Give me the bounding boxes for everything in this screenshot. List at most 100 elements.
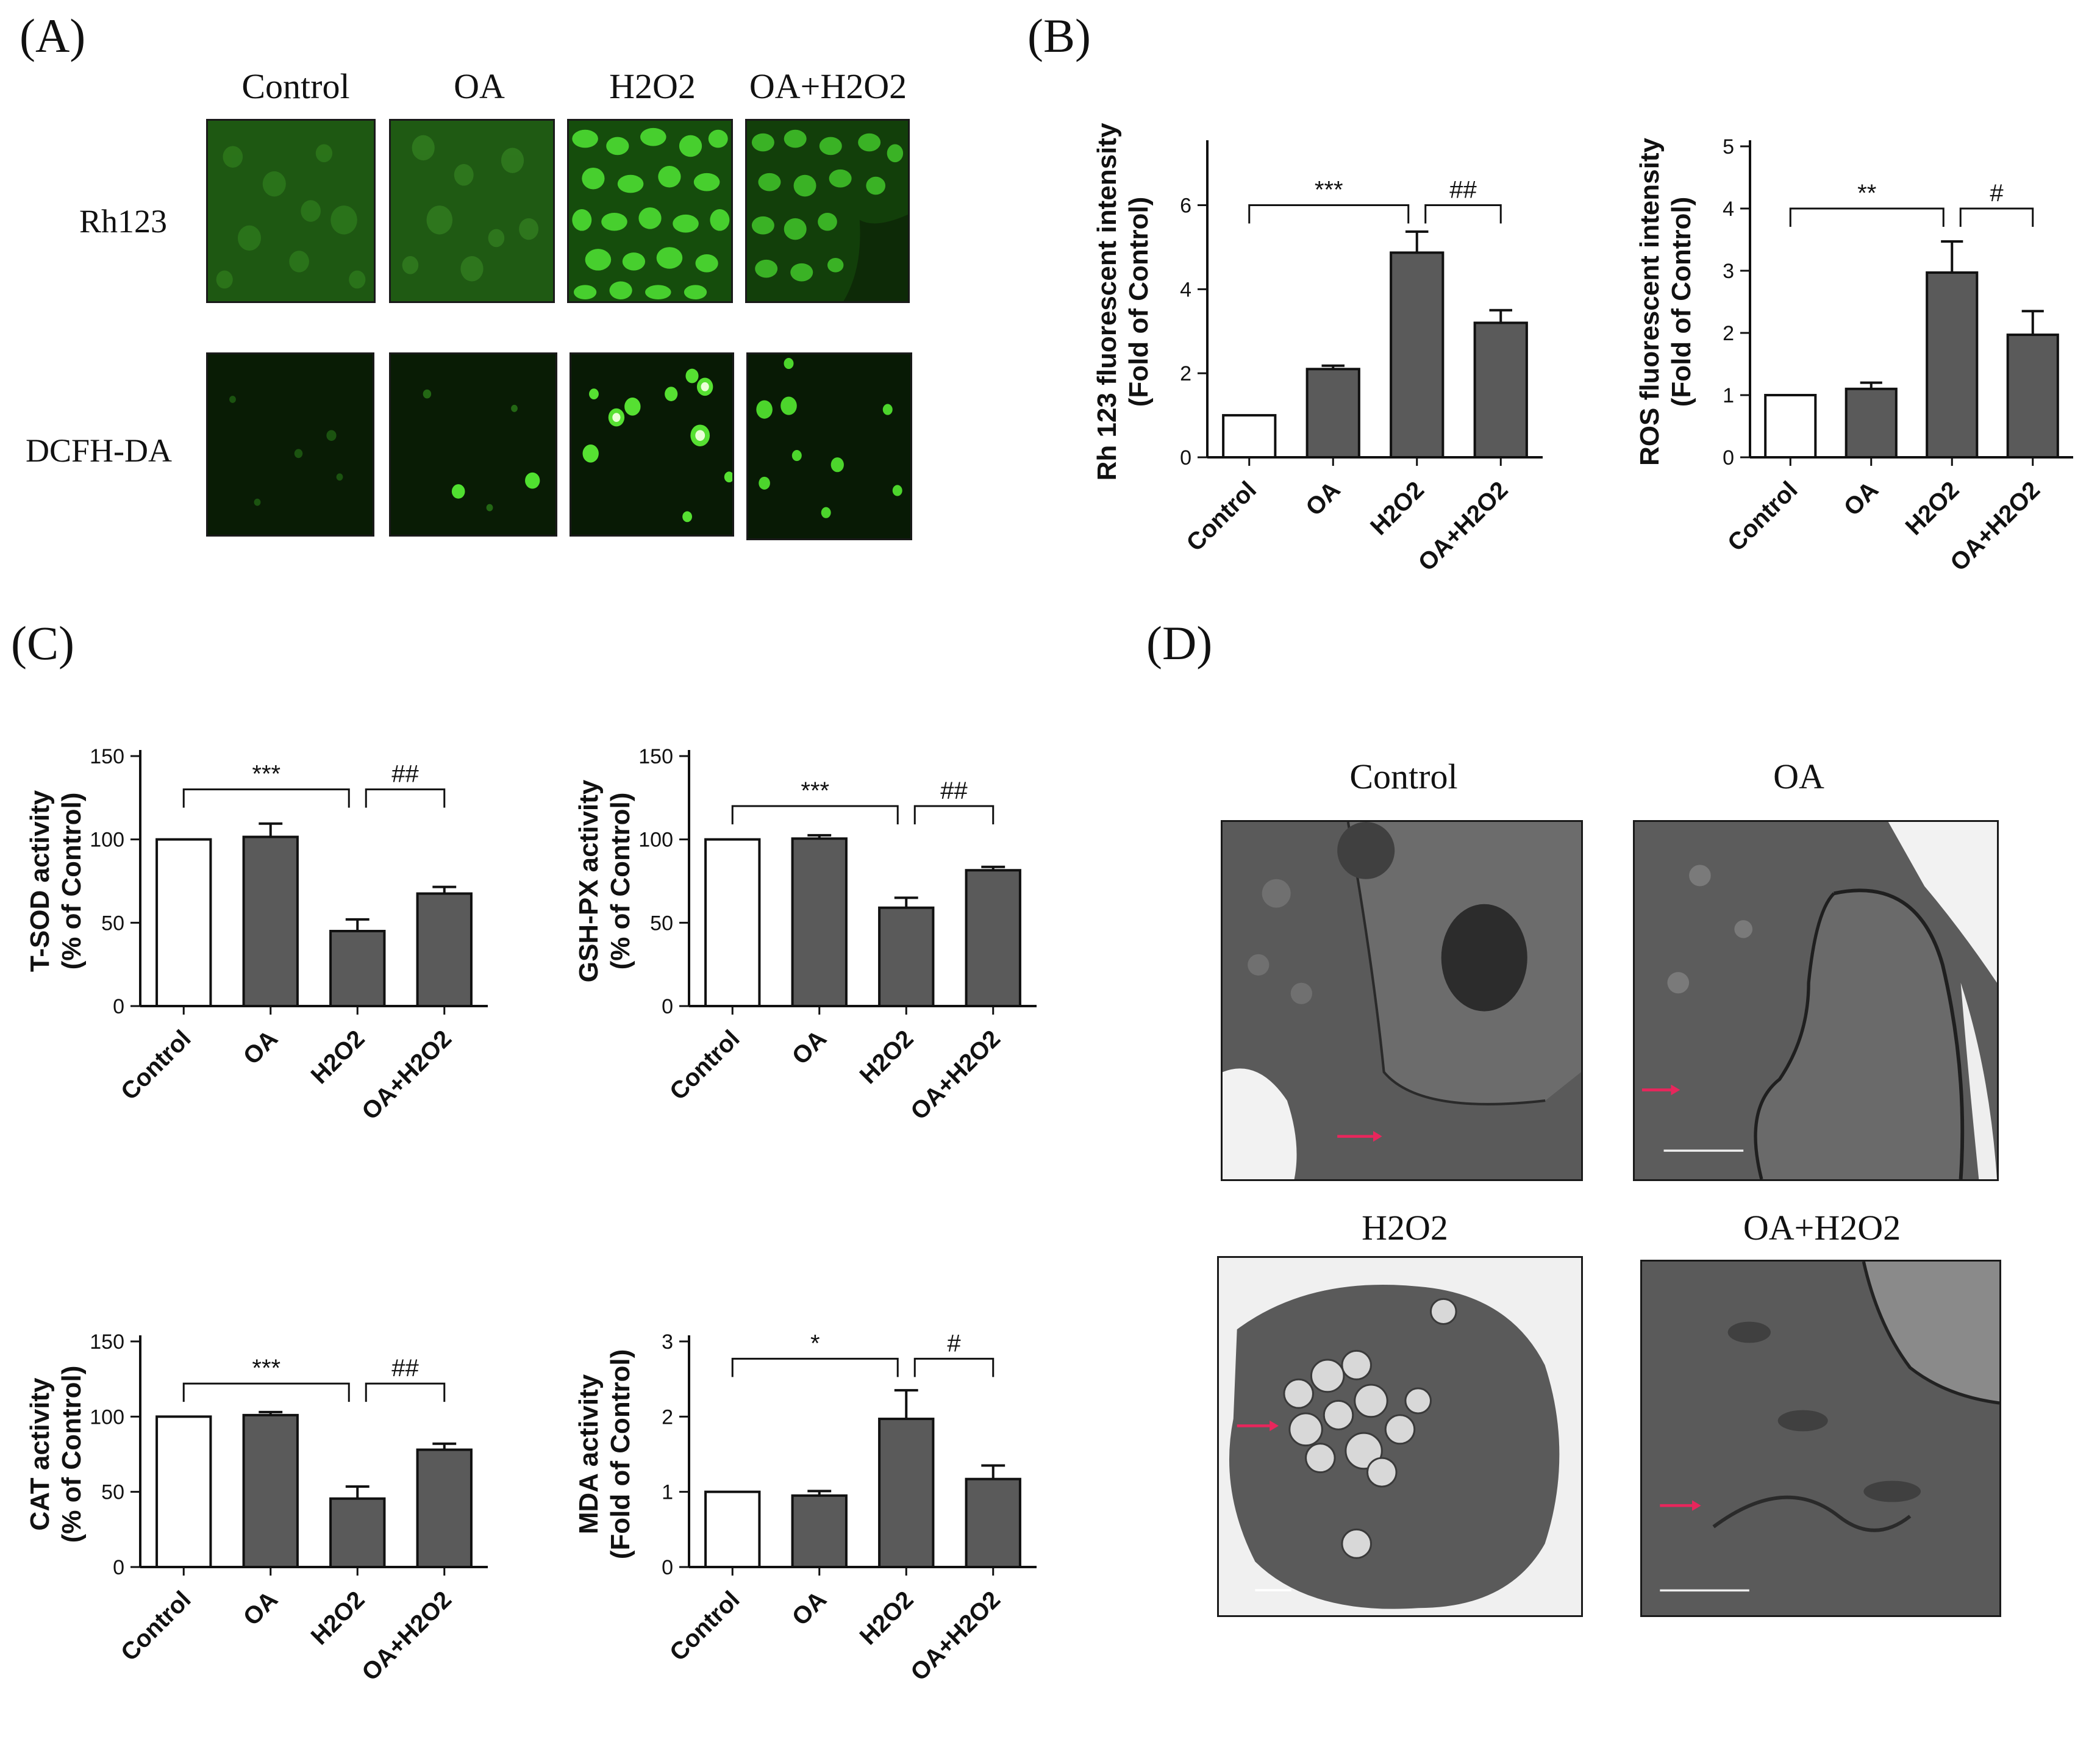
significance-bracket <box>1424 204 1502 224</box>
fluor-col-oa: OA <box>454 66 505 106</box>
y-tick-label: 0 <box>1180 446 1191 469</box>
x-tick-label: OA <box>238 1025 284 1070</box>
bar-control <box>704 1490 761 1568</box>
h2o2-formula: H2O2 <box>609 66 696 106</box>
y-tick-label: 150 <box>638 745 673 768</box>
bar-oa <box>791 1494 848 1569</box>
mda-svg: 0 1 2 3 MDA activity (Fold of Control) Control… <box>574 1330 1037 1686</box>
y-tick-label: 3 <box>1723 260 1734 283</box>
tsod-svg: 0 50 100 150 T-SOD activity (% of Control) Con… <box>25 745 488 1125</box>
y-tick-label: 2 <box>1723 322 1734 345</box>
rh123-oa-h2o2-image <box>745 119 910 303</box>
y-axis-label: ROS fluorescent intensity <box>1635 138 1665 466</box>
tem-label-h2o2: H2O2 <box>1362 1208 1448 1248</box>
panel-label-b: (B) <box>1027 9 1091 62</box>
y-tick-label: 6 <box>1180 194 1191 217</box>
significance-label: ## <box>940 777 968 804</box>
bar-h2o2 <box>878 1418 935 1568</box>
fluor-row-rh123: Rh123 <box>79 203 168 240</box>
x-tick-label: OA+H2O2 <box>905 1025 1005 1125</box>
y-axis-label: (% of Control) <box>57 793 87 970</box>
x-tick-label: H2O2 <box>306 1586 370 1650</box>
y-tick-label: 0 <box>662 995 673 1018</box>
tem-oa-h2o2-image <box>1640 1260 2001 1617</box>
fluor-col-oa-h2o2: OA+H2O2 <box>737 66 920 107</box>
x-tick-label: H2O2 <box>1365 476 1429 540</box>
mda-chart: 0 1 2 3 MDA activity (Fold of Control) Control… <box>573 1287 1061 1750</box>
rh123-chart: 0 2 4 6 Rh 123 fluorescent intensity (Fold of… <box>1091 91 1567 640</box>
fluor-col-control: Control <box>241 66 350 106</box>
y-axis-label: CAT activity <box>25 1377 55 1531</box>
bar-oa <box>1845 387 1898 459</box>
y-tick-label: 2 <box>662 1405 673 1429</box>
significance-label: *** <box>1315 176 1343 203</box>
bar-control <box>1764 394 1817 459</box>
ros-svg: 0 1 2 3 4 5 ROS fluorescent intensity (Fold of … <box>1635 135 2073 576</box>
y-tick-label: 100 <box>90 829 124 852</box>
significance-bracket <box>1959 207 2034 227</box>
y-axis-label: (Fold of Control) <box>1666 197 1696 407</box>
bar-oa-h2o2 <box>965 869 1021 1007</box>
significance-bracket <box>1789 207 1945 227</box>
significance-label: *** <box>801 777 829 804</box>
x-tick-label: Control <box>1181 476 1262 557</box>
cat-svg: 0 50 100 150 CAT activity (% of Control) Contr… <box>25 1330 488 1686</box>
significance-bracket <box>1248 204 1410 224</box>
significance-label: # <box>947 1330 961 1357</box>
x-tick-label: OA <box>1839 476 1884 521</box>
y-axis-label: (Fold of Control) <box>605 1349 635 1560</box>
y-tick-label: 150 <box>90 1330 124 1354</box>
x-tick-label: H2O2 <box>855 1025 919 1089</box>
x-tick-label: OA+H2O2 <box>357 1025 457 1125</box>
y-tick-label: 0 <box>113 995 124 1018</box>
x-tick-label: H2O2 <box>1901 476 1965 540</box>
dcfh-oa-h2o2-image <box>746 352 912 540</box>
significance-label: ## <box>391 761 419 788</box>
x-tick-label: Control <box>665 1586 745 1666</box>
bar-oa-h2o2 <box>416 1448 473 1568</box>
y-axis-label: (% of Control) <box>57 1366 87 1543</box>
y-tick-label: 4 <box>1180 278 1191 301</box>
x-tick-label: H2O2 <box>855 1586 919 1650</box>
dcfh-h2o2-image <box>570 352 734 537</box>
rh123-svg: 0 2 4 6 Rh 123 fluorescent intensity (Fold of… <box>1092 123 1543 576</box>
bar-oa-h2o2 <box>416 892 473 1007</box>
ros-chart: 0 1 2 3 4 5 ROS fluorescent intensity (Fold of … <box>1634 91 2098 640</box>
significance-bracket <box>182 788 350 808</box>
tem-control-image <box>1221 820 1583 1181</box>
bar-oa-h2o2 <box>2006 334 2059 459</box>
bar-h2o2 <box>1926 271 1979 459</box>
y-axis-label: MDA activity <box>574 1374 604 1534</box>
y-tick-label: 100 <box>638 829 673 852</box>
bar-oa-h2o2 <box>1473 321 1528 459</box>
x-tick-label: OA+H2O2 <box>357 1586 457 1686</box>
bar-oa-h2o2 <box>965 1477 1021 1569</box>
significance-label: ## <box>1449 176 1477 203</box>
dcfh-oa-image <box>389 352 557 537</box>
bar-h2o2 <box>329 930 386 1007</box>
bar-h2o2 <box>329 1497 386 1568</box>
bar-control <box>155 1415 212 1568</box>
tem-oa-image <box>1633 820 1999 1181</box>
tem-label-control: Control <box>1349 757 1458 796</box>
x-tick-label: OA+H2O2 <box>1413 476 1513 576</box>
significance-label: * <box>810 1330 820 1357</box>
x-tick-label: OA <box>1301 476 1346 521</box>
x-tick-label: Control <box>116 1586 196 1666</box>
tsod-chart: 0 50 100 150 T-SOD activity (% of Control) Con… <box>24 701 512 1189</box>
x-tick-label: OA <box>238 1586 284 1631</box>
x-tick-label: OA <box>787 1586 832 1631</box>
cat-chart: 0 50 100 150 CAT activity (% of Control) Contr… <box>24 1287 512 1750</box>
y-tick-label: 150 <box>90 745 124 768</box>
fluor-col-h2o2: H2O2 <box>561 66 744 107</box>
x-tick-label: H2O2 <box>306 1025 370 1089</box>
x-tick-label: Control <box>1723 476 1803 557</box>
y-axis-label: Rh 123 fluorescent intensity <box>1092 123 1122 480</box>
significance-label: *** <box>252 1355 280 1382</box>
bar-control <box>155 838 212 1008</box>
bar-oa <box>242 1413 299 1568</box>
panel-label-d: (D) <box>1146 616 1213 669</box>
significance-bracket <box>182 1382 350 1402</box>
y-tick-label: 2 <box>1180 362 1191 385</box>
x-tick-label: Control <box>665 1025 745 1105</box>
